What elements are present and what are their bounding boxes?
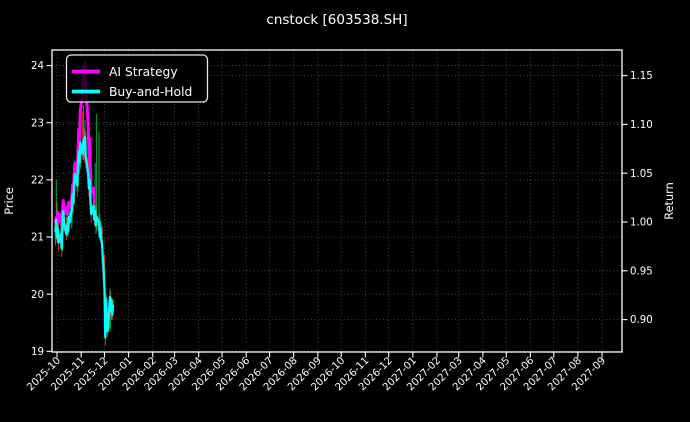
y-axis-right-label: Return bbox=[663, 182, 676, 220]
candle-body bbox=[87, 156, 89, 175]
axis-tick-labels: 1920212223240.900.951.001.051.101.152025… bbox=[25, 61, 652, 393]
price-tick-label: 21 bbox=[31, 233, 44, 244]
candle-body bbox=[70, 208, 73, 223]
price-tick-label: 23 bbox=[31, 118, 44, 129]
legend: AI Strategy Buy-and-Hold bbox=[65, 54, 209, 103]
return-tick-label: 1.15 bbox=[630, 71, 653, 82]
return-tick-label: 0.95 bbox=[630, 266, 653, 277]
price-tick-label: 19 bbox=[31, 347, 44, 358]
legend-box bbox=[65, 54, 209, 103]
plot-border bbox=[51, 49, 623, 353]
legend-label-ai-strategy: AI Strategy bbox=[109, 65, 178, 79]
return-tick-label: 0.90 bbox=[630, 315, 653, 326]
price-tick-label: 20 bbox=[31, 290, 44, 301]
chart-title: cnstock [603538.SH] bbox=[266, 12, 407, 28]
y-axis-left-label: Price bbox=[3, 187, 16, 215]
price-tick-label: 24 bbox=[31, 61, 44, 72]
return-tick-label: 1.05 bbox=[630, 169, 653, 180]
price-tick-label: 22 bbox=[31, 175, 44, 186]
legend-label-buy-and-hold: Buy-and-Hold bbox=[109, 85, 192, 99]
grid-lines bbox=[52, 50, 622, 352]
return-tick-label: 1.10 bbox=[630, 120, 653, 131]
axis-ticks bbox=[46, 65, 628, 358]
buy-and-hold-line bbox=[54, 135, 115, 339]
return-tick-label: 1.00 bbox=[630, 218, 653, 229]
